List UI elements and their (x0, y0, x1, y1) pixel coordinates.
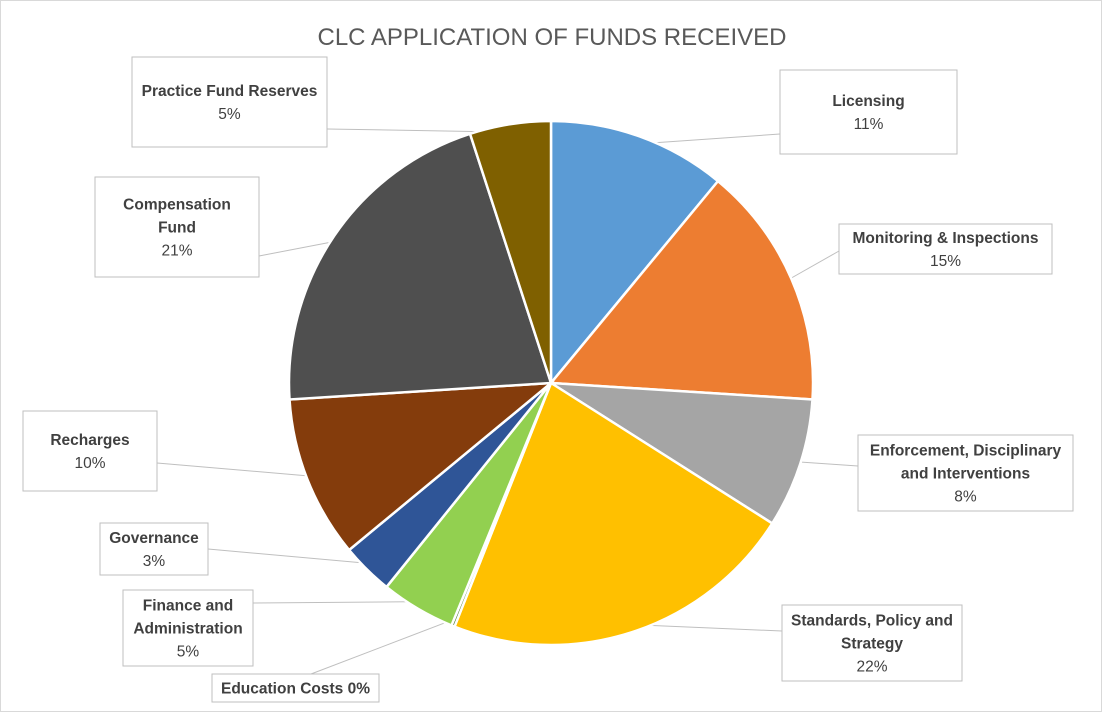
data-label-licensing: Licensing 11% (779, 69, 958, 155)
data-label-percent: 8% (954, 489, 977, 506)
leader-line-education-costs (310, 618, 457, 675)
data-labels: Licensing 11% Monitoring & Inspections 15% E… (22, 56, 1074, 703)
pie-slice-compensation-fund (287, 132, 553, 401)
data-label-category: Strategy (841, 636, 903, 653)
data-label-category: Standards, Policy and (791, 613, 953, 630)
data-label-box (211, 673, 380, 703)
pie-slice-monitoring-inspections (548, 179, 815, 401)
data-label-percent: 22% (856, 659, 887, 676)
leader-line-monitoring-inspections (783, 250, 840, 283)
leader-line-licensing (637, 133, 781, 145)
data-label-percent: 11% (854, 116, 884, 133)
data-label-box (122, 589, 254, 667)
data-label-standards-policy-and-strategy: Standards, Policy and Strategy 22% (781, 604, 963, 682)
data-label-box (131, 56, 328, 148)
pie-slices (287, 119, 815, 647)
data-label-category: Administration (133, 621, 242, 638)
chart-title: CLC APPLICATION OF FUNDS RECEIVED (318, 24, 787, 51)
data-label-category: Compensation (123, 197, 231, 214)
data-label-practice-fund-reserves: Practice Fund Reserves 5% (131, 56, 328, 148)
leader-lines (156, 128, 859, 675)
data-label-box (99, 522, 209, 576)
data-label-compensation-fund: Compensation Fund 21% (94, 176, 260, 278)
data-label-percent: 3% (143, 553, 166, 570)
data-label-percent: 10% (74, 455, 105, 472)
data-label-text: Education Costs 0% (221, 681, 370, 698)
pie-slice-licensing (549, 119, 720, 387)
data-label-enforcement-disciplinary-and-interventions: Enforcement, Disciplinary and Interventio… (857, 434, 1074, 512)
data-label-category: Finance and (143, 598, 233, 615)
data-label-percent: 15% (930, 253, 961, 270)
data-label-governance: Governance 3% (99, 522, 209, 576)
leader-line-enforcement-disciplinary-and-interventions (792, 460, 859, 467)
data-label-category: Enforcement, Disciplinary (870, 443, 1062, 460)
data-label-box (779, 69, 958, 155)
pie-slice-recharges (288, 381, 555, 552)
data-label-category: Recharges (50, 432, 129, 449)
data-label-percent: 21% (161, 243, 192, 260)
data-label-monitoring-inspections: Monitoring & Inspections 15% (838, 223, 1053, 275)
data-label-percent: 5% (177, 644, 200, 661)
data-label-box (94, 176, 260, 278)
data-label-education-costs: Education Costs 0% (211, 673, 380, 703)
data-label-category: Fund (158, 220, 196, 237)
leader-line-compensation-fund (258, 239, 342, 257)
data-label-category: Practice Fund Reserves (142, 83, 318, 100)
data-label-category: Monitoring & Inspections (853, 230, 1039, 247)
data-label-box (838, 223, 1053, 275)
data-label-box (781, 604, 963, 682)
leader-line-recharges (156, 462, 315, 478)
leader-line-finance-and-administration (252, 601, 422, 604)
data-label-category: Licensing (832, 93, 904, 110)
data-label-category: Governance (109, 530, 199, 547)
pie-slice-enforcement-disciplinary-and-interventions (550, 381, 814, 526)
pie-slice-standards-policy-and-strategy (452, 381, 774, 647)
data-label-box (22, 410, 158, 492)
data-label-box (857, 434, 1074, 512)
data-label-recharges: Recharges 10% (22, 410, 158, 492)
data-label-category: and Interventions (901, 466, 1030, 483)
leader-line-standards-policy-and-strategy (629, 624, 783, 632)
data-label-percent: 5% (218, 106, 241, 123)
pie-slice-practice-fund-reserves (468, 119, 553, 384)
leader-line-governance (207, 548, 373, 565)
data-label-finance-and-administration: Finance and Administration 5% (122, 589, 254, 667)
